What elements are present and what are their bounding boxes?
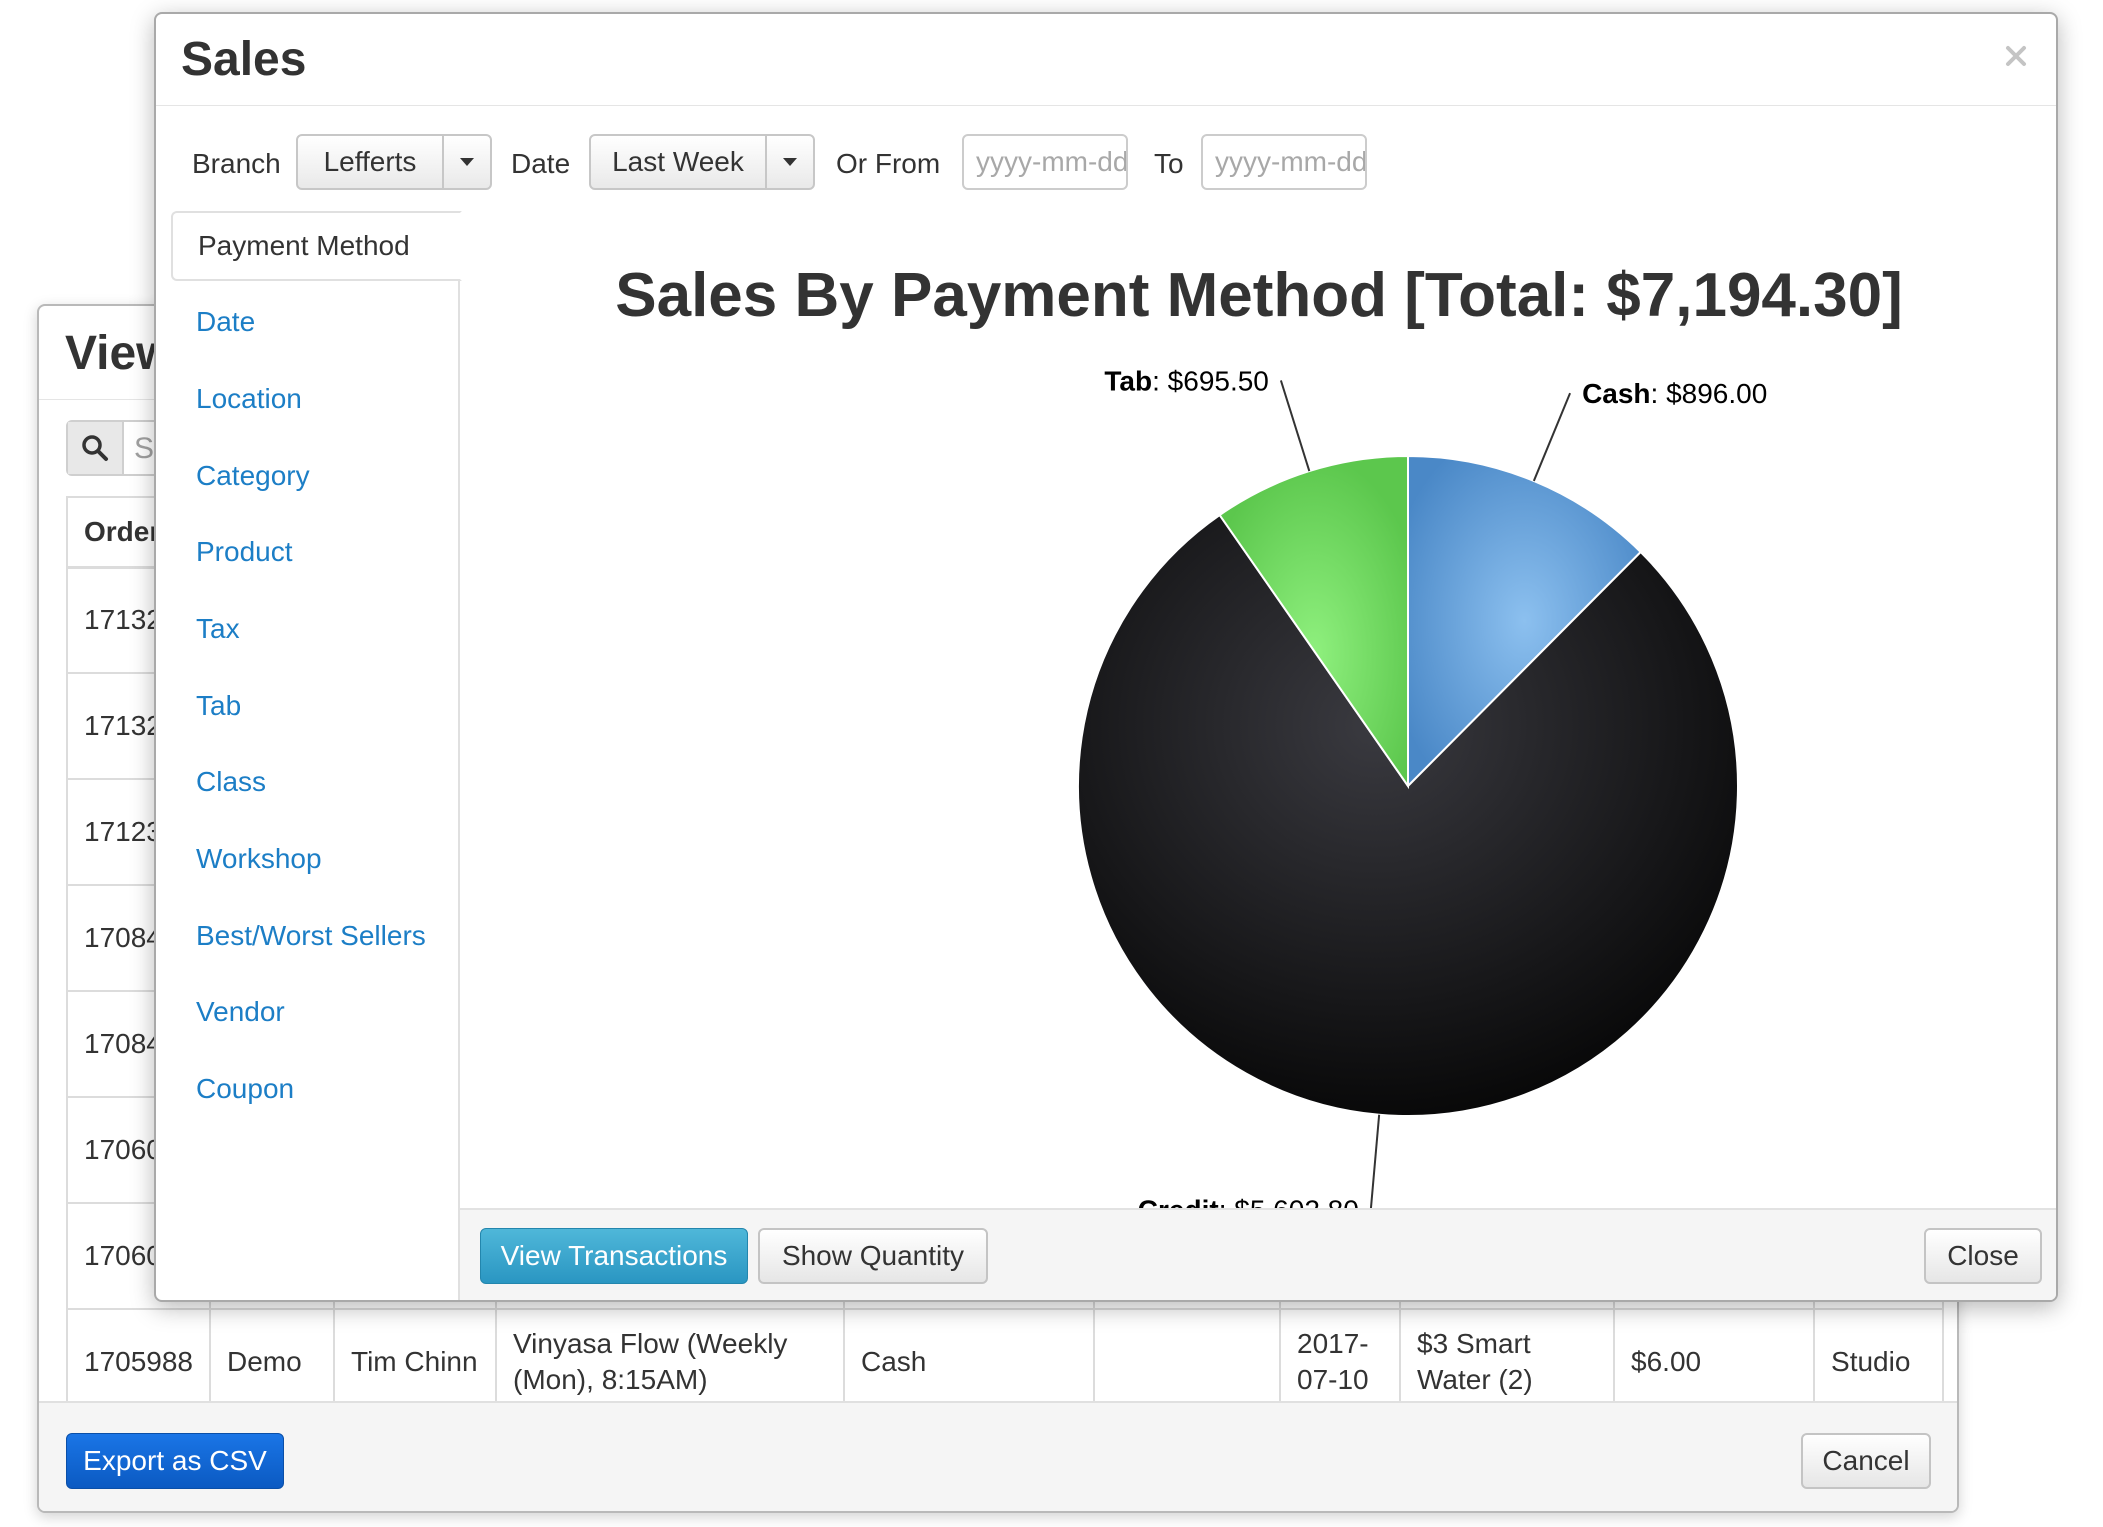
nav-coupon[interactable]: Coupon: [196, 1073, 295, 1104]
date-caret[interactable]: [765, 136, 813, 188]
order-id: 1705988: [65, 1308, 212, 1416]
to-date-input[interactable]: yyyy-mm-dd: [1201, 134, 1367, 190]
date-cell: 2017-07-10: [1279, 1308, 1402, 1416]
search-icon: [82, 435, 108, 461]
export-csv-button[interactable]: Export as CSV: [66, 1433, 284, 1489]
pie-slice-cash[interactable]: [1407, 454, 1643, 789]
nav-tax[interactable]: Tax: [196, 613, 240, 644]
close-icon: [2006, 46, 2026, 66]
pie-label-tab: Tab: $695.50: [1104, 365, 1268, 396]
amount-cell: $6.00: [1613, 1308, 1816, 1416]
caret-down-icon: [783, 158, 797, 166]
pie-connector-credit: [1369, 1114, 1381, 1210]
pie-label-cash: Cash: $896.00: [1582, 378, 1767, 409]
branch-cell: Demo: [209, 1308, 336, 1416]
branch-value: Lefferts: [323, 146, 417, 177]
customer-cell: Tim Chinn: [333, 1308, 498, 1416]
close-modal-button[interactable]: [1994, 34, 2038, 78]
location-cell: Studio: [1813, 1308, 1944, 1416]
sales-modal-footer: View Transactions Show Quantity Close: [460, 1208, 2056, 1300]
nav-payment-method[interactable]: Payment Method: [171, 211, 462, 281]
from-label: Or From: [836, 148, 941, 179]
product-cell: $3 Smart Water (2): [1399, 1308, 1616, 1416]
date-value: Last Week: [612, 146, 744, 177]
nav-best-worst-sellers[interactable]: Best/Worst Sellers: [196, 920, 426, 951]
nav-workshop[interactable]: Workshop: [196, 843, 322, 874]
nav-vendor[interactable]: Vendor: [196, 996, 285, 1027]
branch-dropdown[interactable]: Lefferts: [296, 134, 492, 190]
nav-product[interactable]: Product: [196, 536, 293, 567]
close-button[interactable]: Close: [1924, 1228, 2042, 1284]
nav-category[interactable]: Category: [196, 460, 310, 491]
sales-modal: Sales Branch Lefferts Date Last Week Or …: [154, 12, 2058, 1302]
branch-label: Branch: [192, 148, 281, 179]
sales-modal-title: Sales: [181, 33, 307, 86]
nav-location[interactable]: Location: [196, 383, 302, 414]
pie-slice-credit[interactable]: [1076, 513, 1739, 1117]
report-type-nav: Payment Method Date Location Category Pr…: [171, 211, 462, 1300]
date-label: Date: [511, 148, 571, 179]
caret-down-icon: [460, 158, 474, 166]
pie-connector-cash: [1532, 392, 1572, 482]
payment-cell: Cash: [843, 1308, 1096, 1416]
from-date-input[interactable]: yyyy-mm-dd: [962, 134, 1128, 190]
search-button[interactable]: [68, 422, 124, 474]
branch-caret[interactable]: [442, 136, 490, 188]
item-cell: Vinyasa Flow (Weekly (Mon), 8:15AM): [495, 1308, 846, 1416]
back-modal-footer: Export as CSV Cancel: [39, 1401, 1957, 1511]
to-label: To: [1154, 148, 1184, 179]
pie-connector-tab: [1279, 380, 1311, 472]
nav-class[interactable]: Class: [196, 766, 267, 797]
sales-modal-header: Sales: [156, 14, 2056, 106]
view-transactions-button[interactable]: View Transactions: [480, 1228, 748, 1284]
date-dropdown[interactable]: Last Week: [589, 134, 815, 190]
nav-tab[interactable]: Tab: [196, 690, 242, 721]
cancel-button[interactable]: Cancel: [1801, 1433, 1931, 1489]
extra-cell: [1093, 1308, 1282, 1416]
chart-title: Sales By Payment Method [Total: $7,194.3…: [615, 261, 1903, 330]
pie-chart: Sales By Payment Method [Total: $7,194.3…: [460, 212, 2056, 1222]
pie-chart-svg: Cash: $896.00Credit: $5,602.80Tab: $695.…: [1076, 365, 1767, 1222]
show-quantity-button[interactable]: Show Quantity: [758, 1228, 988, 1284]
table-row[interactable]: 1705988 Demo Tim Chinn Vinyasa Flow (Wee…: [65, 1308, 1944, 1416]
sales-filters: Branch Lefferts Date Last Week Or From y…: [156, 106, 2056, 212]
nav-date[interactable]: Date: [196, 306, 256, 337]
